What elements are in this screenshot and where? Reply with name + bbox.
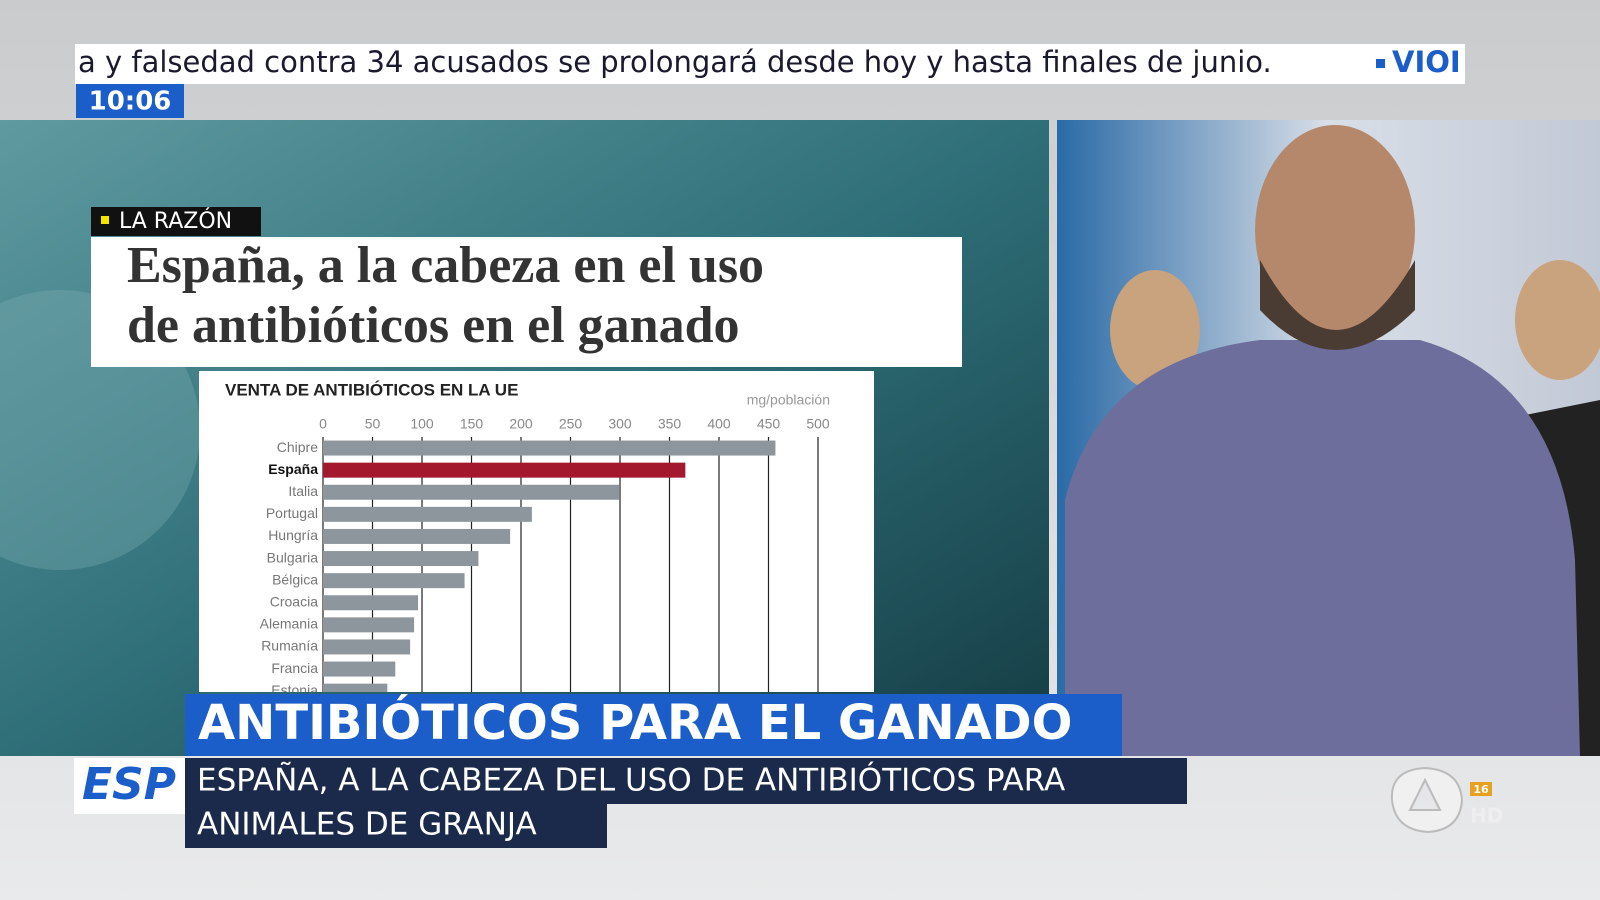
section: ESP [82, 759, 176, 810]
source-box [91, 207, 261, 236]
presenter-shirt [1065, 340, 1580, 756]
headline-line: España, a la cabeza en el uso [127, 237, 764, 294]
audience-person [1515, 260, 1600, 380]
bar [323, 440, 776, 456]
y-tick-label: Italia [288, 483, 318, 499]
bar [323, 462, 686, 478]
audience-person [1110, 270, 1200, 390]
rating-box [1470, 782, 1492, 796]
y-tick-label: Francia [271, 660, 318, 676]
headline-box [91, 237, 962, 367]
y-tick-label: Portugal [266, 505, 318, 521]
x-tick-label: 300 [608, 416, 632, 432]
section-box [74, 758, 185, 814]
source-bullet [101, 216, 109, 224]
x-tick-label: 500 [806, 416, 830, 432]
y-tick-label: Estonia [271, 682, 318, 698]
subtitle-box [185, 758, 1187, 804]
bar [323, 573, 465, 589]
bar [323, 661, 396, 677]
x-tick-label: 250 [559, 416, 583, 432]
y-tick-label: España [268, 461, 318, 477]
x-tick-label: 450 [757, 416, 781, 432]
ticker-next: VIOI [1392, 45, 1461, 79]
y-tick-label: Bélgica [272, 571, 318, 587]
quality: HD [1470, 804, 1503, 828]
chart: VENTA DE ANTIBIÓTICOS EN LA UE mg/poblac… [225, 380, 830, 698]
ticker-bullet [1376, 59, 1385, 68]
x-tick-label: 400 [707, 416, 731, 432]
headline-line: de antibióticos en el ganado [127, 297, 740, 354]
chart-title: VENTA DE ANTIBIÓTICOS EN LA UE [225, 380, 518, 399]
bar [323, 639, 411, 655]
banner: ANTIBIÓTICOS PARA EL GANADO [198, 694, 1072, 751]
y-tick-label: Croacia [270, 593, 318, 609]
x-tick-label: 200 [509, 416, 533, 432]
x-tick-label: 0 [319, 416, 327, 432]
bar [323, 506, 532, 522]
x-tick-label: 100 [410, 416, 434, 432]
clock: 10:06 [89, 87, 172, 117]
y-tick-label: Bulgaria [267, 549, 319, 565]
x-tick-label: 150 [460, 416, 484, 432]
y-tick-label: Chipre [277, 439, 318, 455]
x-tick-label: 50 [365, 416, 381, 432]
rating: 16 [1473, 783, 1489, 796]
y-tick-label: Hungría [268, 527, 318, 543]
clock-box [76, 84, 184, 118]
source: LA RAZÓN [119, 208, 232, 234]
ticker-text: a y falsedad contra 34 acusados se prolo… [78, 45, 1272, 79]
bar [323, 484, 620, 500]
subtitle-box [185, 804, 607, 848]
y-tick-label: Rumanía [261, 638, 318, 654]
bar [323, 551, 479, 567]
ticker-bar [75, 44, 1465, 84]
bar [323, 595, 419, 611]
bar [323, 528, 511, 544]
presenter-head [1255, 125, 1415, 335]
subtitle-line: ANIMALES DE GRANJA [197, 807, 537, 843]
bar [323, 617, 415, 633]
bar [323, 683, 388, 692]
x-tick-label: 350 [658, 416, 682, 432]
y-tick-label: Alemania [260, 616, 319, 632]
chart-unit: mg/población [747, 392, 830, 408]
chart-box [199, 371, 874, 692]
channel-logo [1390, 766, 1464, 834]
banner-box [185, 694, 1122, 756]
subtitle-line: ESPAÑA, A LA CABEZA DEL USO DE ANTIBIÓTI… [197, 762, 1065, 799]
presenter-beard [1260, 260, 1415, 350]
